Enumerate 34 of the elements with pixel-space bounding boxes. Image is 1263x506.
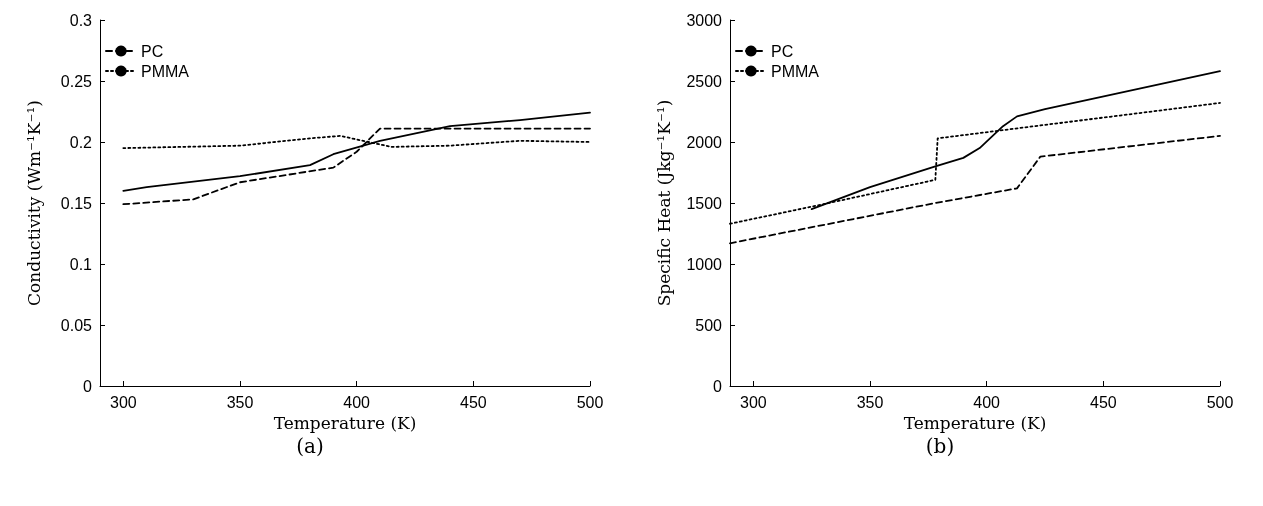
y-tick-label: 0 (713, 377, 723, 395)
y-axis-title: Specific Heat (Jkg⁻¹K⁻¹) (653, 99, 674, 307)
x-tick-label: 500 (1206, 393, 1234, 411)
x-tick-label: 350 (226, 393, 254, 411)
x-tick-label: 450 (459, 393, 487, 411)
y-tick-label: 0 (83, 377, 93, 395)
x-tick-label: 400 (343, 393, 371, 411)
x-tick-label: 300 (739, 393, 767, 411)
y-tick-label: 500 (695, 316, 723, 334)
legend-label: PMMA (141, 62, 190, 80)
y-tick-label: 1000 (686, 255, 723, 273)
legend-label: PMMA (771, 62, 820, 80)
y-tick-label: 3000 (686, 11, 723, 29)
y-tick-label: 2000 (686, 133, 723, 151)
y-axis-title: Conductivity (Wm⁻¹K⁻¹) (23, 100, 44, 306)
x-axis-title: Temperature (K) (903, 413, 1047, 434)
y-tick-label: 2500 (686, 72, 723, 90)
text: (a) (296, 434, 324, 458)
legend-label: PC (141, 42, 164, 60)
y-tick-label: 0.05 (60, 316, 93, 334)
legend-label: PC (771, 42, 794, 60)
y-tick-label: 0.1 (69, 255, 93, 273)
x-tick-label: 350 (856, 393, 884, 411)
y-tick-label: 1500 (686, 194, 723, 212)
x-axis-title: Temperature (K) (273, 413, 417, 434)
text: (b) (925, 434, 955, 458)
y-tick-label: 0.2 (69, 133, 93, 151)
x-tick-label: 300 (109, 393, 137, 411)
x-tick-label: 500 (576, 393, 604, 411)
y-tick-label: 0.25 (60, 72, 93, 90)
y-tick-label: 0.3 (69, 11, 93, 29)
y-tick-label: 0.15 (60, 194, 93, 212)
x-tick-label: 450 (1089, 393, 1117, 411)
x-tick-label: 400 (973, 393, 1001, 411)
